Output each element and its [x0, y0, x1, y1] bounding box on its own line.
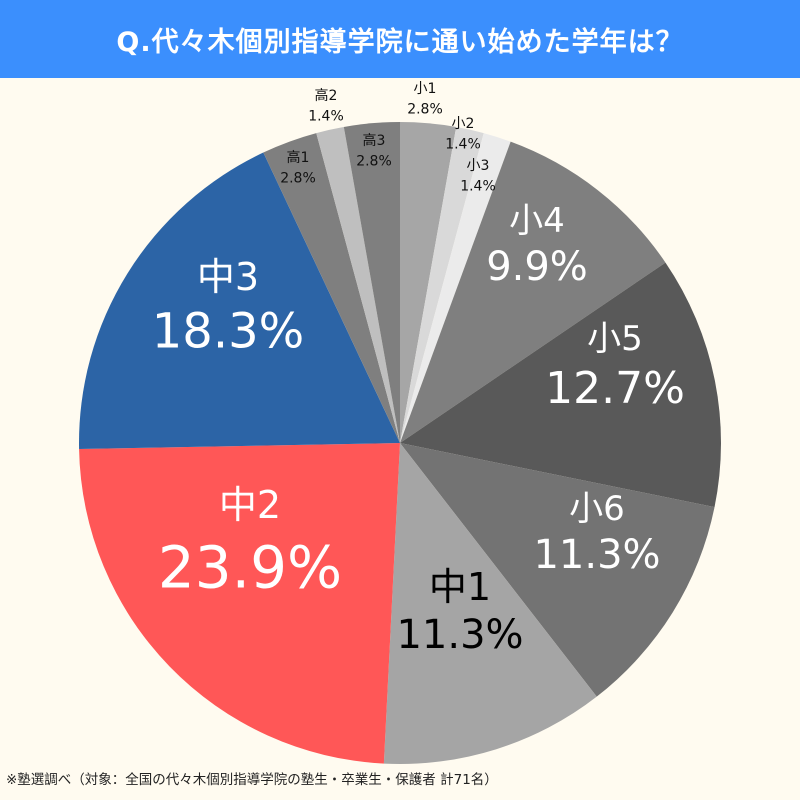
slice-value: 9.9%: [486, 244, 588, 290]
pie-slices: [79, 122, 721, 764]
slice-value: 2.8%: [407, 101, 443, 117]
slice-label: 小6: [569, 489, 625, 529]
slice-value: 2.8%: [356, 153, 392, 169]
slice-label: 中3: [197, 255, 259, 299]
slice-label: 小1: [414, 81, 437, 97]
slice-value: 18.3%: [152, 304, 304, 360]
pie-slice-2: [400, 126, 484, 443]
slice-label: 小2: [452, 116, 475, 132]
pie-slice-12: [343, 122, 400, 443]
chart-title-banner: Q.代々木個別指導学院に通い始めた学年は？: [0, 0, 800, 78]
pie-slice-11: [316, 126, 400, 443]
slice-label: 高1: [287, 149, 310, 166]
pie-slice-1: [400, 122, 457, 443]
pie-slice-10: [263, 133, 400, 444]
pie-slice-7: [383, 443, 597, 764]
pie-slice-8: [79, 443, 400, 764]
slice-value: 1.4%: [308, 108, 344, 124]
pie-slice-3: [400, 133, 511, 444]
slice-value: 2.8%: [280, 170, 316, 186]
slice-label: 中1: [429, 565, 491, 609]
slice-label: 小5: [587, 319, 643, 359]
slice-label: 小3: [467, 158, 490, 174]
pie-labels: 小12.8%小21.4%小31.4%小49.9%小512.7%小611.3%中1…: [152, 81, 685, 658]
pie-slice-4: [400, 141, 666, 444]
source-footnote: ※塾選調べ（対象：全国の代々木個別指導学院の塾生・卒業生・保護者 計71名）: [6, 772, 498, 788]
pie-slice-5: [400, 262, 721, 508]
slice-value: 1.4%: [445, 136, 481, 152]
chart-title: Q.代々木個別指導学院に通い始めた学年は？: [116, 26, 684, 58]
slice-label: 高2: [315, 87, 338, 104]
slice-value: 11.3%: [533, 532, 660, 578]
slice-value: 12.7%: [545, 363, 685, 414]
pie-slice-6: [400, 443, 715, 697]
slice-label: 小4: [509, 201, 565, 241]
slice-label: 高3: [363, 132, 386, 149]
slice-value: 1.4%: [460, 178, 496, 194]
slice-value: 23.9%: [158, 534, 342, 602]
slice-value: 11.3%: [396, 612, 523, 658]
pie-slice-9: [79, 152, 400, 450]
slice-label: 中2: [219, 483, 281, 527]
